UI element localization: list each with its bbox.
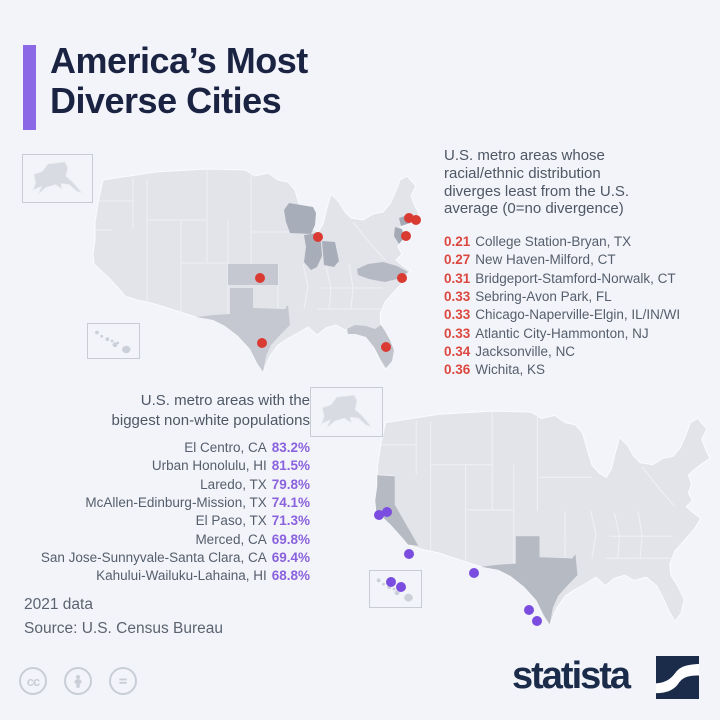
nonwhite-description: U.S. metro areas with the biggest non-whi… (10, 391, 310, 430)
metric-row: El Centro, CA 83.2% (0, 439, 310, 457)
metric-row: San Jose-Sunnyvale-Santa Clara, CA 69.4% (0, 549, 310, 567)
state-wisconsin (284, 203, 316, 234)
state-kansas (228, 264, 278, 285)
metric-label: Chicago-Naperville-Elgin, IL/IN/WI (475, 307, 681, 323)
statista-wordmark[interactable]: statista (512, 655, 631, 697)
alaska-inset-bottom (310, 387, 383, 437)
metric-value: 0.33 (444, 325, 471, 341)
no-derivatives-icon[interactable] (109, 667, 137, 695)
divergence-list: 0.21 College Station-Bryan, TX 0.27 New Hav… (444, 233, 680, 380)
metric-row: Laredo, TX 79.8% (0, 476, 310, 494)
attribution-person-icon[interactable] (64, 667, 92, 695)
statista-logo-icon[interactable] (656, 656, 699, 699)
metric-row: Merced, CA 69.8% (0, 531, 310, 549)
metric-value: 68.8% (271, 568, 310, 584)
metric-label: Kahului-Wailuku-Lahaina, HI (96, 568, 267, 584)
metric-row: 0.31 Bridgeport-Stamford-Norwalk, CT (444, 270, 680, 288)
metric-value: 69.4% (271, 550, 310, 566)
description-line: racial/ethnic distribution (444, 164, 601, 182)
metric-value: 69.8% (271, 531, 310, 547)
metric-row: 0.34 Jacksonville, NC (444, 343, 680, 361)
alaska-inset-top (22, 154, 93, 203)
metric-row: McAllen-Edinburg-Mission, TX 74.1% (0, 494, 310, 512)
title-accent-bar (23, 45, 36, 130)
metric-label: College Station-Bryan, TX (475, 234, 632, 249)
metric-label: Atlantic City-Hammonton, NJ (475, 325, 649, 341)
metric-label: Jacksonville, NC (475, 344, 576, 360)
hawaii-inset-top (87, 323, 140, 359)
description-line: diverges least from the U.S. (444, 182, 630, 200)
metric-label: Bridgeport-Stamford-Norwalk, CT (475, 270, 676, 286)
metric-label: Sebring-Avon Park, FL (475, 289, 612, 305)
metric-row: 0.33 Sebring-Avon Park, FL (444, 288, 680, 306)
description-line: biggest non-white populations (111, 411, 310, 429)
metric-value: 83.2% (271, 440, 310, 455)
source-note: Source: U.S. Census Bureau (24, 620, 224, 637)
description-line: U.S. metro areas whose (444, 147, 605, 164)
nonwhite-list: El Centro, CA 83.2% Urban Honolulu, HI 81.5… (0, 439, 310, 586)
metric-label: New Haven-Milford, CT (475, 252, 616, 268)
metric-value: 71.3% (271, 513, 310, 529)
metric-row: 0.33 Chicago-Naperville-Elgin, IL/IN/WI (444, 306, 680, 324)
page-title: America’s Most Diverse Cities (50, 41, 308, 121)
metric-label: Merced, CA (195, 531, 267, 547)
metric-row: Urban Honolulu, HI 81.5% (0, 457, 310, 475)
metric-label: El Centro, CA (184, 440, 267, 455)
metric-value: 79.8% (271, 476, 310, 492)
description-line: U.S. metro areas with the (140, 392, 310, 409)
metric-label: Laredo, TX (200, 476, 267, 492)
metric-row: Kahului-Wailuku-Lahaina, HI 68.8% (0, 567, 310, 585)
metric-label: San Jose-Sunnyvale-Santa Clara, CA (40, 550, 267, 566)
metric-value: 0.34 (444, 344, 471, 360)
metric-label: Wichita, KS (475, 362, 546, 378)
metric-row: 0.21 College Station-Bryan, TX (444, 233, 680, 251)
metric-value: 0.36 (444, 362, 471, 378)
metric-row: 0.36 Wichita, KS (444, 361, 680, 379)
hawaii-inset-bottom (369, 570, 422, 608)
metric-row: 0.33 Atlantic City-Hammonton, NJ (444, 325, 680, 343)
metric-label: El Paso, TX (195, 513, 267, 529)
data-year-note: 2021 data (24, 596, 93, 613)
metric-value: 0.31 (444, 270, 471, 286)
cc-license-icon[interactable]: cc (19, 667, 47, 695)
description-line: average (0=no divergence) (444, 200, 624, 218)
page-title-line2: Diverse Cities (50, 80, 282, 121)
metric-row: 0.27 New Haven-Milford, CT (444, 251, 680, 269)
page-title-line1: America’s Most (50, 40, 308, 81)
metric-value: 81.5% (271, 458, 310, 474)
metric-value: 0.21 (444, 234, 471, 249)
divergence-description: U.S. metro areas whose racial/ethnic dist… (444, 147, 710, 218)
metric-value: 0.33 (444, 289, 471, 305)
state-florida (347, 325, 394, 368)
metric-value: 74.1% (271, 495, 310, 511)
metric-row: El Paso, TX 71.3% (0, 512, 310, 530)
license-badges: cc (19, 667, 137, 695)
metric-label: McAllen-Edinburg-Mission, TX (85, 495, 267, 511)
metric-label: Urban Honolulu, HI (151, 458, 267, 474)
metric-value: 0.33 (444, 307, 471, 323)
metric-value: 0.27 (444, 252, 471, 268)
